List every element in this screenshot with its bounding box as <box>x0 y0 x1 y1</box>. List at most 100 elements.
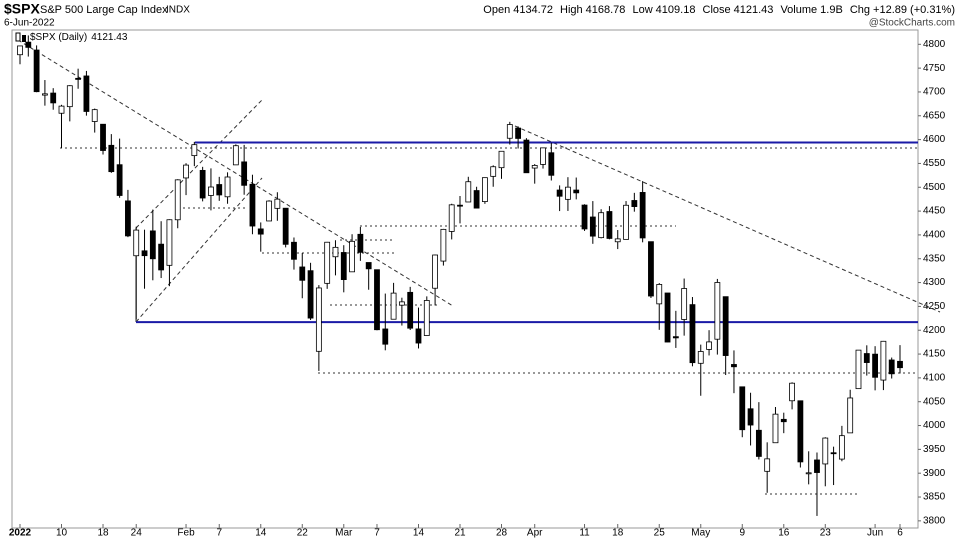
candle-body <box>133 229 140 257</box>
candle-body <box>315 287 322 352</box>
x-tick-label: 22 <box>297 528 309 539</box>
x-tick-label: 9 <box>739 528 745 539</box>
candle-body <box>50 92 57 104</box>
y-tick-label: 4400 <box>923 230 946 241</box>
x-tick-label: 11 <box>579 528 590 539</box>
candle-body <box>448 204 455 232</box>
candle-body <box>457 204 463 207</box>
candle-body <box>714 282 721 340</box>
watermark: @StockCharts.com <box>869 18 955 29</box>
legend-value: 4121.43 <box>91 32 128 43</box>
x-tick-label: 18 <box>612 528 624 539</box>
candle-body <box>681 288 688 320</box>
candle-body <box>440 228 447 262</box>
candle-body <box>490 166 497 177</box>
trend-line <box>514 125 941 313</box>
candle-body <box>340 252 347 280</box>
y-tick-label: 4150 <box>923 349 946 360</box>
candle-body <box>706 341 712 350</box>
quote-label: Low <box>632 4 652 16</box>
candle-body <box>224 176 231 198</box>
candle-body <box>548 152 555 176</box>
candle-body <box>697 351 704 364</box>
candle-body <box>672 336 679 339</box>
candle-body <box>100 123 106 151</box>
quote-value: 1.9B <box>820 4 843 16</box>
candle-body <box>324 241 331 284</box>
candle-body <box>398 301 405 306</box>
candle-body <box>598 212 605 239</box>
quote-label: Chg <box>850 4 870 16</box>
y-tick-label: 4750 <box>923 63 946 74</box>
candle-body <box>91 109 98 122</box>
x-tick-label: Apr <box>527 528 543 539</box>
x-tick-label: 25 <box>654 528 666 539</box>
y-tick-label: 3950 <box>923 444 946 455</box>
x-tick-label: 7 <box>216 528 222 539</box>
x-tick-label: 10 <box>56 528 68 539</box>
y-tick-label: 4250 <box>923 301 946 312</box>
quote-value: 4121.43 <box>734 4 774 16</box>
candle-body <box>498 150 505 169</box>
y-tick-label: 4450 <box>923 206 946 217</box>
y-tick-label: 4100 <box>923 373 946 384</box>
candle-body <box>573 189 580 194</box>
candle-body <box>838 435 845 460</box>
quote-value: +12.89 (+0.31%) <box>873 4 955 16</box>
candle-body <box>656 284 663 305</box>
symbol: $SPX <box>4 1 40 17</box>
candle-body <box>174 179 181 221</box>
y-tick-label: 3850 <box>923 492 946 503</box>
index-name: S&P 500 Large Cap Index <box>40 4 168 16</box>
candle-body <box>465 181 472 203</box>
legend-name: $SPX (Daily) <box>30 32 87 43</box>
y-tick-label: 4000 <box>923 420 946 431</box>
quote: Open 4134.72 High 4168.78 Low 4109.18 Close… <box>483 4 955 16</box>
y-tick-label: 4800 <box>923 39 946 50</box>
candle-body <box>407 291 414 329</box>
x-tick-label: 6 <box>897 528 903 539</box>
candle-body <box>664 292 671 343</box>
candle-body <box>390 292 397 320</box>
candle-body <box>797 400 804 463</box>
candle-body <box>42 93 48 96</box>
candle-body <box>66 85 73 108</box>
candle-body <box>432 254 438 289</box>
candle-body <box>482 177 488 202</box>
candle-body <box>365 262 372 270</box>
annotations <box>17 39 941 495</box>
candle-body <box>166 219 173 266</box>
candle-body <box>581 204 588 230</box>
candle-body <box>374 269 380 331</box>
candle-body <box>125 200 131 237</box>
candle-body <box>805 472 812 475</box>
candle-body <box>58 105 65 114</box>
candle-body <box>589 216 596 237</box>
candle-body <box>307 270 314 319</box>
candle-body <box>33 49 40 93</box>
y-tick-label: 3900 <box>923 468 946 479</box>
candle-body <box>349 240 355 273</box>
legend-text: $SPX (Daily) 4121.43 <box>30 32 128 43</box>
candle-body <box>639 192 646 239</box>
x-tick-label: 14 <box>255 528 267 539</box>
candle-body <box>249 183 256 227</box>
candle-body <box>772 413 779 444</box>
candle-body <box>158 243 165 271</box>
candle-body <box>863 353 870 363</box>
candle-body <box>415 328 422 344</box>
candle-body <box>747 408 754 426</box>
candle-body <box>847 397 854 434</box>
candle-body <box>241 161 248 186</box>
candle-body <box>423 300 430 336</box>
candle-body <box>556 189 563 197</box>
candle-body <box>780 418 787 423</box>
candle-body <box>257 228 264 235</box>
x-tick-label: May <box>691 528 710 539</box>
candle-body <box>274 198 281 209</box>
x-tick-label: 7 <box>374 528 380 539</box>
candle-body <box>515 127 522 139</box>
candle-body <box>731 364 737 368</box>
